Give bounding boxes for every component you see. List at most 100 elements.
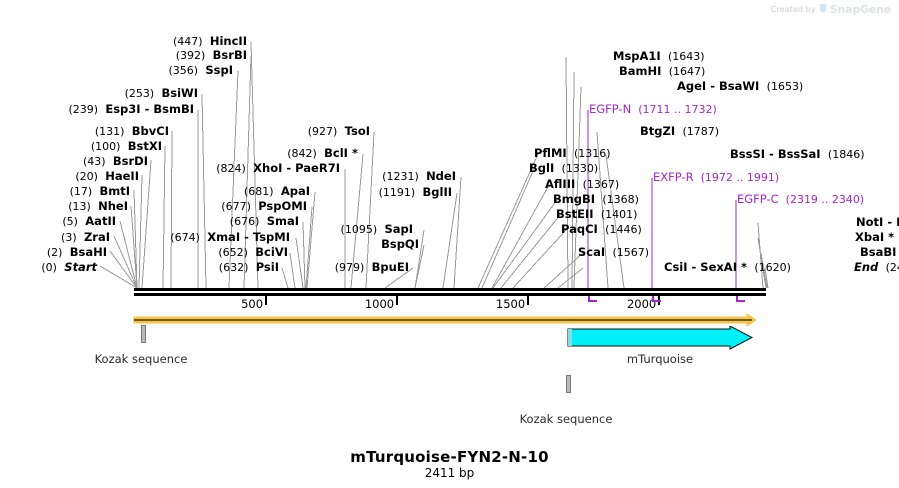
enzyme-name: PsiI (255, 260, 279, 274)
enzyme-name: BsaWI (719, 79, 760, 93)
enzyme-position: (3) (61, 231, 77, 244)
enzyme-position: (356) (168, 64, 199, 77)
enzyme-name: ApaI (280, 184, 310, 198)
enzyme-label[interactable]: (5) AatII (62, 215, 116, 229)
enzyme-separator: - (240, 230, 253, 244)
enzyme-name: NdeI (426, 169, 456, 183)
cds-arrow-mturquoise[interactable] (0, 325, 899, 356)
enzyme-label[interactable]: (0) Start (41, 260, 97, 275)
primer-feature-label[interactable]: EXFP-R (1972 .. 1991) (653, 171, 779, 185)
enzyme-label[interactable]: BsaBI * (2406) (860, 246, 899, 259)
enzyme-position: (1095) (340, 223, 378, 236)
enzyme-star: * (351, 146, 358, 160)
snapgene-logo-icon (819, 4, 827, 15)
enzyme-label[interactable]: (632) PsiI (219, 260, 279, 275)
enzyme-label[interactable]: (1191) BglII (379, 186, 452, 200)
enzyme-label[interactable]: (3) ZraI (61, 231, 110, 245)
enzyme-label[interactable]: (447) HincII (173, 34, 247, 49)
enzyme-label[interactable]: (253) BsiWI (125, 87, 198, 101)
enzyme-position: (1643) (668, 50, 705, 63)
enzyme-name: HaeII (105, 169, 139, 183)
enzyme-label[interactable]: (979) BpuEI (335, 261, 409, 275)
enzyme-label[interactable]: AgeI - BsaWI (1653) (677, 79, 803, 94)
enzyme-label[interactable]: (100) BstXI (90, 140, 162, 154)
enzyme-name: BsrDI (112, 154, 148, 168)
page-subtitle: 2411 bp (424, 466, 475, 480)
enzyme-label[interactable]: ScaI (1567) (578, 245, 649, 260)
snapgene-watermark: Created by SnapGene (771, 3, 891, 16)
feature-label[interactable]: Kozak sequence (519, 412, 613, 426)
kozak-sequence-marker[interactable] (141, 325, 146, 343)
enzyme-label[interactable]: (43) BsrDI (83, 154, 148, 169)
enzyme-label[interactable]: (842) BclI * (287, 146, 358, 161)
enzyme-label[interactable]: BstEII (1401) (556, 208, 638, 222)
feature-label[interactable]: Kozak sequence (94, 352, 188, 366)
enzyme-position: (100) (90, 140, 121, 153)
primer-tick-bracket (652, 296, 661, 302)
enzyme-name: TsoI (344, 124, 370, 138)
enzyme-position: (0) (41, 261, 57, 274)
ruler-tick-label: 1500 (495, 297, 526, 311)
enzyme-label[interactable]: (356) SspI (168, 63, 233, 78)
enzyme-label[interactable]: AflIII (1367) (545, 177, 619, 192)
enzyme-name: BclI (324, 146, 348, 160)
enzyme-name: Start (64, 260, 97, 274)
enzyme-name: ScaI (578, 245, 606, 259)
enzyme-label[interactable]: BmgBI (1368) (553, 193, 639, 207)
enzyme-name: CsiI (664, 260, 688, 274)
enzyme-label[interactable]: BspQI (381, 238, 419, 251)
enzyme-label[interactable]: (392) BsrBI (176, 49, 247, 63)
watermark-brand-label: SnapGene (829, 3, 891, 16)
enzyme-label[interactable]: End (2411) (854, 261, 899, 275)
enzyme-separator: - (140, 102, 154, 116)
enzyme-name: PflMI (534, 146, 567, 160)
enzyme-label[interactable]: (676) SmaI (230, 214, 299, 229)
enzyme-label[interactable]: (239) Esp3I - BsmBI (68, 102, 194, 117)
enzyme-label[interactable]: (681) ApaI (244, 184, 310, 199)
enzyme-label[interactable]: (824) XhoI - PaeR7I (216, 161, 340, 176)
enzyme-label[interactable]: (652) BciVI (218, 246, 288, 260)
enzyme-label[interactable]: (927) TsoI (307, 124, 370, 139)
primer-feature-label[interactable]: EGFP-C (2319 .. 2340) (737, 192, 864, 207)
enzyme-name: PaeR7I (295, 161, 340, 175)
enzyme-label[interactable]: (674) XmaI - TspMI (170, 230, 290, 245)
enzyme-label[interactable]: XbaI * (2398) (855, 231, 899, 244)
enzyme-name: AflIII (545, 177, 576, 191)
enzyme-label[interactable]: (131) BbvCI (95, 125, 169, 139)
enzyme-name: NheI (98, 199, 128, 213)
enzyme-label[interactable]: (13) NheI (68, 199, 128, 214)
enzyme-label[interactable]: PflMI (1316) (534, 146, 611, 161)
enzyme-name: HincII (209, 34, 247, 48)
feature-label[interactable]: mTurquoise (626, 352, 694, 366)
enzyme-name: XhoI (253, 161, 283, 175)
cds-arrow-svg[interactable] (0, 325, 899, 352)
enzyme-name: SmaI (266, 214, 299, 228)
enzyme-label[interactable]: MspA1I (1643) (613, 50, 705, 64)
enzyme-position: (1231) (382, 170, 419, 183)
enzyme-label[interactable]: (2) BsaHI (47, 246, 107, 260)
enzyme-name: NotI (856, 215, 884, 229)
primer-feature-name: EGFP-C (737, 192, 779, 206)
enzyme-label[interactable]: PaqCI (1446) (561, 223, 642, 237)
enzyme-label[interactable]: (677) PspOMI (221, 200, 307, 214)
enzyme-name: SspI (205, 63, 233, 77)
enzyme-position: (842) (287, 147, 317, 160)
enzyme-label[interactable]: (1095) SapI (340, 223, 413, 237)
primer-feature-range: (1711 .. 1732) (631, 103, 717, 116)
enzyme-label[interactable]: BtgZI (1787) (640, 125, 719, 139)
kozak-sequence-marker[interactable] (566, 375, 571, 393)
enzyme-label[interactable]: BglI (1330) (529, 162, 598, 176)
enzyme-label[interactable]: BamHI (1647) (619, 65, 705, 79)
enzyme-position: (927) (307, 125, 338, 138)
enzyme-label[interactable]: (1231) NdeI (382, 169, 456, 184)
orf-arrow-svg[interactable] (0, 313, 899, 333)
enzyme-position: (1401) (600, 208, 638, 221)
enzyme-label[interactable]: (20) HaeII (75, 169, 139, 184)
primer-feature-label[interactable]: EGFP-N (1711 .. 1732) (589, 103, 717, 117)
enzyme-label[interactable]: NotI - EagI (2388) (856, 216, 899, 229)
enzyme-name: BssSaI (777, 147, 821, 161)
ruler-tick-mark (396, 296, 399, 305)
enzyme-label[interactable]: BssSI - BssSaI (1846) (730, 147, 864, 162)
enzyme-label[interactable]: CsiI - SexAI * (1620) (664, 260, 791, 275)
enzyme-label[interactable]: (17) BmtI (70, 185, 130, 199)
